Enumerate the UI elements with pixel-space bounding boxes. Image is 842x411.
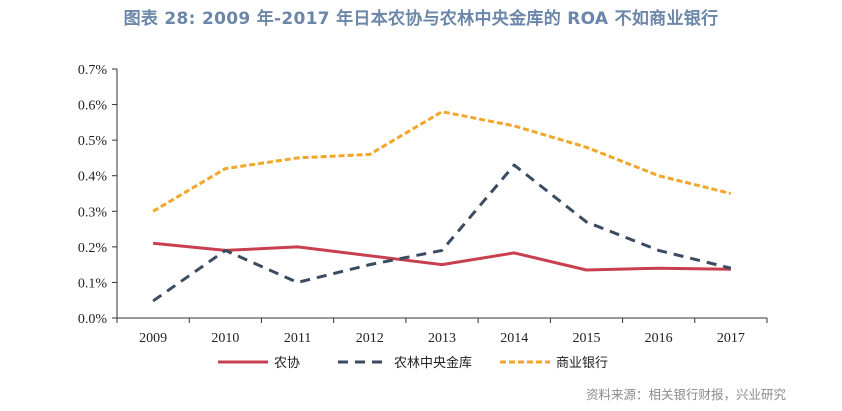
y-tick-label: 0.3% xyxy=(78,205,108,220)
y-tick-label: 0.0% xyxy=(78,312,108,327)
x-tick-label: 2013 xyxy=(428,331,456,346)
y-tick-label: 0.7% xyxy=(78,63,108,78)
y-tick-label: 0.4% xyxy=(78,170,108,185)
x-tick-label: 2009 xyxy=(139,331,167,346)
x-tick-label: 2015 xyxy=(572,331,600,346)
legend-label: 商业银行 xyxy=(556,356,608,371)
series-line xyxy=(152,241,731,272)
y-tick-label: 0.6% xyxy=(78,99,108,114)
x-tick-label: 2017 xyxy=(717,331,745,346)
y-tick-label: 0.1% xyxy=(78,276,108,291)
x-tick-label: 2011 xyxy=(284,331,311,346)
x-tick-label: 2012 xyxy=(356,331,384,346)
legend-label: 农林中央金库 xyxy=(394,355,472,371)
x-tick-label: 2014 xyxy=(500,331,528,346)
x-tick-label: 2010 xyxy=(211,331,239,346)
y-tick-label: 0.2% xyxy=(78,241,108,256)
series-line xyxy=(152,163,732,303)
chart-title: 图表 28: 2009 年-2017 年日本农协与农林中央金库的 ROA 不如商… xyxy=(123,9,719,29)
source-note: 资料来源：相关银行财报，兴业研究 xyxy=(585,387,786,402)
series-line xyxy=(152,110,732,213)
legend-label: 农协 xyxy=(274,356,300,371)
y-tick-label: 0.5% xyxy=(78,134,108,149)
x-tick-label: 2016 xyxy=(645,331,673,346)
